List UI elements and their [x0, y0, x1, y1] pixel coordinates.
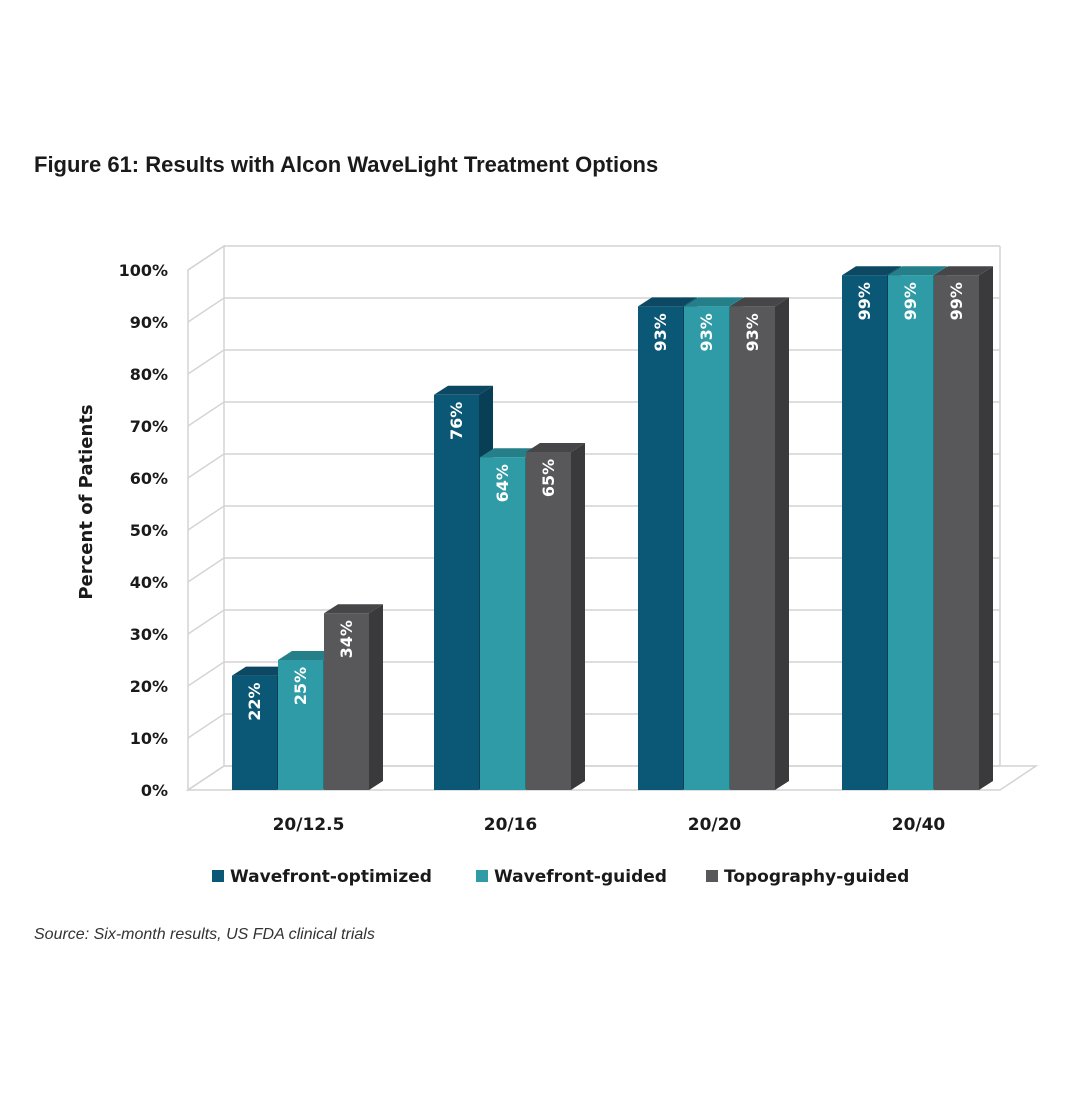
bar-value-label: 99% [855, 282, 874, 320]
y-tick-label: 100% [119, 261, 168, 280]
bar-value-label: 34% [337, 620, 356, 658]
bar: 99% [934, 266, 993, 790]
bar-value-label: 99% [947, 282, 966, 320]
bar-side [979, 266, 993, 790]
legend-label: Wavefront-optimized [230, 867, 432, 887]
bar-value-label: 76% [447, 402, 466, 440]
legend-item: Wavefront-guided [476, 867, 667, 887]
bar-top [324, 604, 383, 614]
bar: 65% [526, 443, 585, 790]
bar-front [232, 675, 277, 790]
bar-front [526, 452, 571, 790]
x-tick-label: 20/12.5 [273, 815, 345, 835]
bar-top [526, 443, 585, 452]
bar-side [775, 297, 789, 790]
x-tick-label: 20/40 [892, 815, 946, 835]
x-axis-ticks: 20/12.5 20/16 20/20 20/40 [273, 815, 946, 835]
legend-swatch [476, 870, 488, 882]
y-axis-ticks: 0% 10% 20% 30% 40% 50% 60% 70% 80% 90% 100% [119, 261, 168, 800]
legend-swatch [706, 870, 718, 882]
bar-front [638, 306, 683, 790]
bar-value-label: 93% [651, 313, 670, 351]
y-tick-label: 40% [130, 573, 168, 592]
bar-front [324, 613, 369, 790]
bar-front [934, 275, 979, 790]
bar-top [730, 297, 789, 307]
legend-item: Topography-guided [706, 867, 909, 887]
bar-top [842, 266, 901, 276]
y-tick-label: 90% [130, 313, 168, 332]
bar-side [571, 443, 585, 790]
bar-value-label: 64% [493, 464, 512, 502]
legend-item: Wavefront-optimized [212, 867, 432, 887]
y-axis-label: Percent of Patients [76, 404, 97, 599]
bar-front [842, 275, 887, 790]
bar-front [480, 457, 525, 790]
bar-top [888, 266, 947, 276]
bar-front [434, 394, 479, 790]
bar-top [232, 666, 291, 676]
bar-top [434, 385, 493, 395]
bar-front [684, 306, 729, 790]
bar: 34% [324, 604, 383, 790]
legend-label: Wavefront-guided [494, 867, 667, 887]
bar-top [278, 651, 337, 660]
bar-top [684, 297, 743, 307]
y-tick-label: 60% [130, 469, 168, 488]
bar-front [730, 306, 775, 790]
bar-top [638, 297, 697, 307]
x-tick-label: 20/20 [688, 815, 742, 835]
y-tick-label: 0% [141, 781, 168, 800]
bar-top [934, 266, 993, 276]
bar: 93% [730, 297, 789, 790]
bars: 22% 25% 34% 76% 64% 65% 93% 93% 93% 99% 99% 99% [232, 266, 993, 790]
y-tick-label: 20% [130, 677, 168, 696]
legend-label: Topography-guided [724, 867, 909, 887]
y-tick-label: 70% [130, 417, 168, 436]
figure-title: Figure 61: Results with Alcon WaveLight … [34, 152, 659, 177]
legend: Wavefront-optimized Wavefront-guided Topog… [212, 867, 909, 887]
bar-value-label: 99% [901, 282, 920, 320]
y-tick-label: 80% [130, 365, 168, 384]
y-tick-label: 50% [130, 521, 168, 540]
y-tick-label: 10% [130, 729, 168, 748]
x-tick-label: 20/16 [484, 815, 538, 835]
source-note: Source: Six-month results, US FDA clinic… [34, 926, 375, 943]
bar-value-label: 93% [697, 313, 716, 351]
bar-front [888, 275, 933, 790]
bar-front [278, 660, 323, 790]
bar-value-label: 22% [245, 682, 264, 720]
gridline [187, 245, 1000, 271]
legend-swatch [212, 870, 224, 882]
bar-value-label: 25% [291, 667, 310, 705]
bar-top [480, 448, 539, 458]
bar-value-label: 65% [539, 459, 558, 497]
bar-value-label: 93% [743, 313, 762, 351]
bar-side [369, 604, 383, 790]
y-tick-label: 30% [130, 625, 168, 644]
